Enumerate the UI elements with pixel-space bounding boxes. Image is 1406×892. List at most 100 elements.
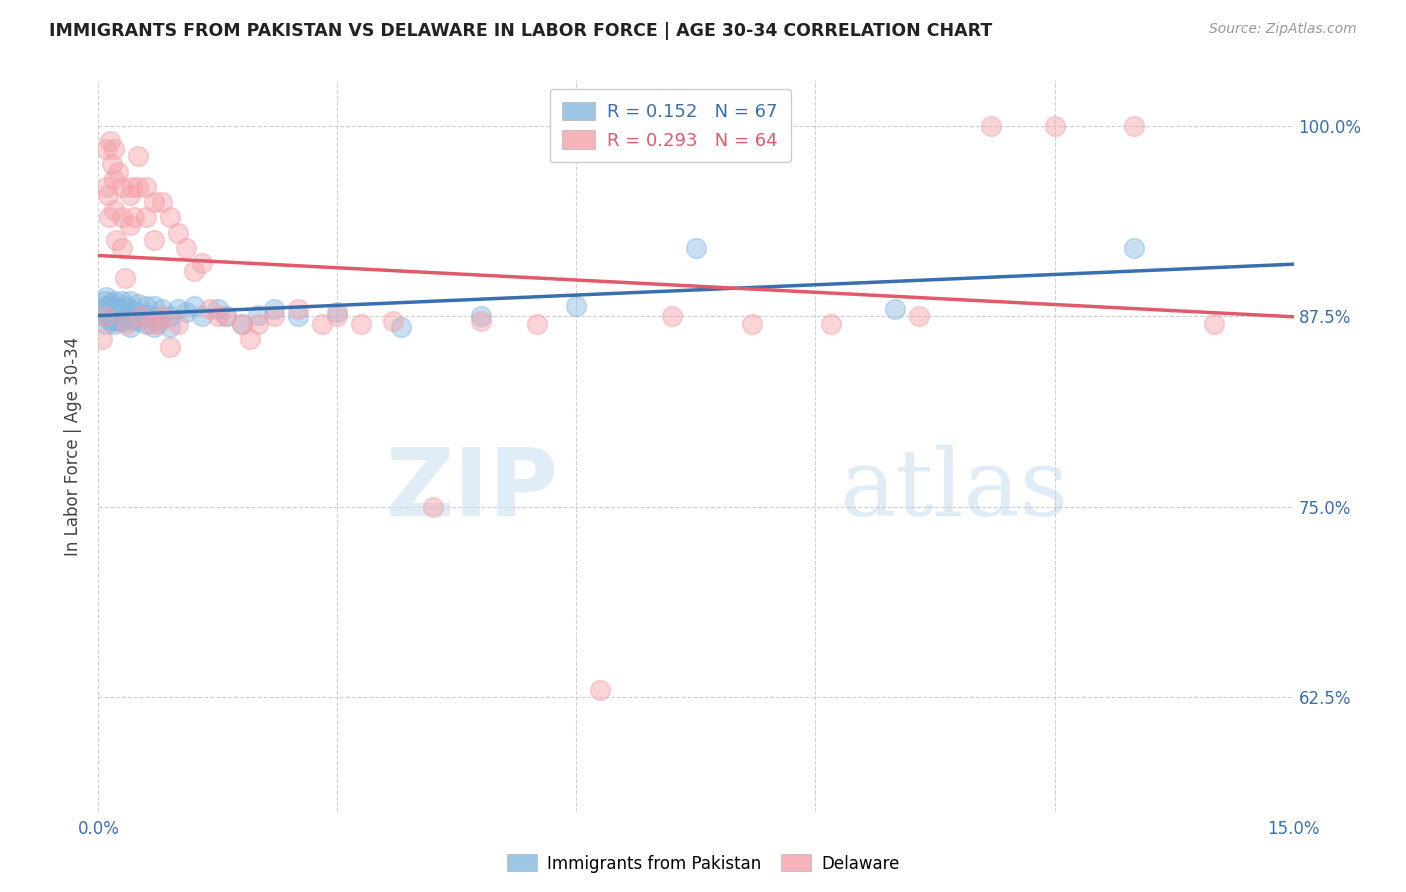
Point: [111, 294, 134, 309]
Point: [159, 340, 181, 354]
Point: [246, 317, 269, 331]
Point: [191, 310, 214, 324]
Point: [121, 312, 143, 326]
Point: [127, 149, 149, 163]
Point: [103, 142, 125, 156]
Point: [526, 317, 548, 331]
Point: [107, 165, 129, 179]
Legend: R = 0.152   N = 67, R = 0.293   N = 64: R = 0.152 N = 67, R = 0.293 N = 64: [550, 89, 790, 162]
Point: [311, 317, 333, 331]
Point: [167, 301, 190, 316]
Point: [129, 310, 152, 324]
Point: [565, 299, 588, 313]
Point: [287, 301, 309, 316]
Point: [980, 119, 1002, 133]
Point: [98, 314, 122, 328]
Point: [107, 314, 129, 328]
Point: [174, 305, 197, 319]
Point: [1043, 119, 1066, 133]
Point: [135, 180, 157, 194]
Point: [143, 195, 166, 210]
Point: [215, 310, 238, 324]
Point: [104, 312, 127, 326]
Point: [884, 301, 907, 316]
Text: atlas: atlas: [839, 445, 1069, 535]
Point: [111, 314, 134, 328]
Point: [148, 314, 170, 328]
Point: [131, 308, 153, 322]
Point: [135, 211, 157, 225]
Text: IMMIGRANTS FROM PAKISTAN VS DELAWARE IN LABOR FORCE | AGE 30-34 CORRELATION CHAR: IMMIGRANTS FROM PAKISTAN VS DELAWARE IN …: [49, 22, 993, 40]
Point: [207, 310, 229, 324]
Point: [382, 314, 405, 328]
Y-axis label: In Labor Force | Age 30-34: In Labor Force | Age 30-34: [65, 336, 83, 556]
Point: [91, 332, 114, 346]
Point: [143, 320, 166, 334]
Point: [100, 295, 122, 310]
Point: [96, 299, 118, 313]
Point: [143, 310, 166, 324]
Point: [96, 142, 118, 156]
Point: [263, 310, 285, 324]
Point: [1123, 119, 1146, 133]
Point: [111, 241, 134, 255]
Point: [111, 301, 134, 316]
Point: [101, 301, 124, 315]
Point: [167, 226, 190, 240]
Point: [120, 218, 142, 232]
Point: [246, 308, 269, 322]
Point: [97, 211, 120, 225]
Point: [1123, 241, 1146, 255]
Point: [115, 299, 138, 313]
Point: [120, 310, 142, 324]
Point: [111, 310, 134, 324]
Point: [143, 299, 166, 313]
Point: [350, 317, 373, 331]
Point: [127, 305, 149, 319]
Legend: Immigrants from Pakistan, Delaware: Immigrants from Pakistan, Delaware: [501, 847, 905, 880]
Point: [114, 271, 136, 285]
Point: [120, 187, 142, 202]
Point: [741, 317, 763, 331]
Point: [103, 294, 125, 309]
Point: [94, 294, 117, 309]
Point: [101, 157, 124, 171]
Point: [150, 195, 173, 210]
Point: [111, 211, 134, 225]
Point: [470, 314, 492, 328]
Point: [91, 301, 114, 316]
Point: [96, 180, 118, 194]
Point: [231, 317, 253, 331]
Point: [120, 320, 142, 334]
Point: [96, 317, 118, 331]
Point: [159, 211, 181, 225]
Point: [422, 500, 444, 514]
Point: [685, 241, 707, 255]
Point: [215, 310, 238, 324]
Point: [111, 180, 134, 194]
Point: [103, 310, 125, 324]
Point: [1202, 317, 1225, 331]
Point: [103, 301, 125, 316]
Point: [143, 233, 166, 247]
Point: [120, 294, 142, 309]
Point: [127, 180, 149, 194]
Point: [183, 264, 205, 278]
Point: [150, 310, 173, 324]
Point: [96, 290, 118, 304]
Point: [150, 301, 173, 316]
Point: [127, 297, 149, 311]
Point: [105, 308, 128, 322]
Point: [96, 310, 118, 324]
Point: [120, 301, 142, 316]
Point: [111, 305, 134, 319]
Point: [159, 320, 181, 334]
Point: [93, 310, 115, 324]
Point: [107, 301, 129, 316]
Point: [115, 317, 138, 331]
Point: [389, 320, 412, 334]
Point: [103, 202, 125, 217]
Point: [97, 187, 120, 202]
Point: [98, 303, 122, 318]
Point: [470, 310, 492, 324]
